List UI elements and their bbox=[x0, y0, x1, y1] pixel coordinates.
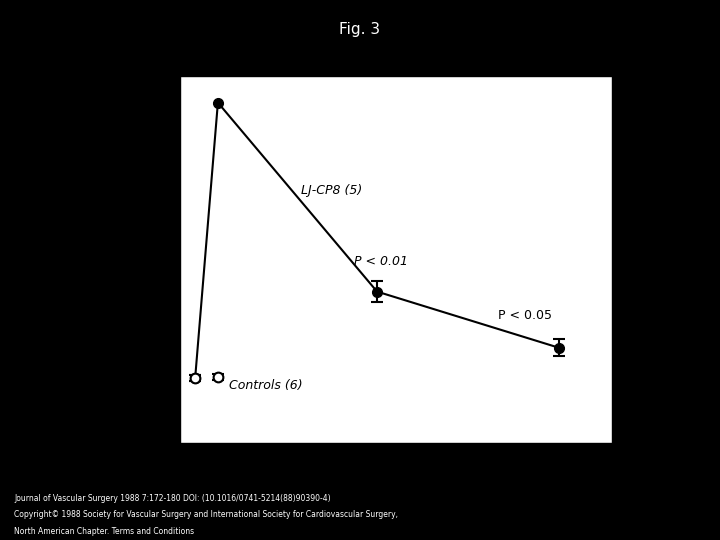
Text: Journal of Vascular Surgery 1988 7:172-180 DOI: (10.1016/0741-5214(88)90390-4): Journal of Vascular Surgery 1988 7:172-1… bbox=[14, 494, 331, 503]
Text: North American Chapter. Terms and Conditions: North American Chapter. Terms and Condit… bbox=[14, 526, 194, 536]
Text: P < 0.05: P < 0.05 bbox=[498, 308, 552, 322]
X-axis label: Time Post-Grafting (hours): Time Post-Grafting (hours) bbox=[304, 475, 488, 489]
Text: Copyright© 1988 Society for Vascular Surgery and International Society for Cardi: Copyright© 1988 Society for Vascular Sur… bbox=[14, 510, 398, 519]
Y-axis label: Bleeding Time (minutes): Bleeding Time (minutes) bbox=[131, 174, 145, 345]
Text: Controls (6): Controls (6) bbox=[229, 379, 303, 392]
Text: >30: >30 bbox=[150, 96, 176, 109]
Text: Fig. 3: Fig. 3 bbox=[339, 22, 381, 37]
Text: LJ-CP8 (5): LJ-CP8 (5) bbox=[301, 184, 362, 198]
Text: P < 0.01: P < 0.01 bbox=[354, 254, 408, 268]
